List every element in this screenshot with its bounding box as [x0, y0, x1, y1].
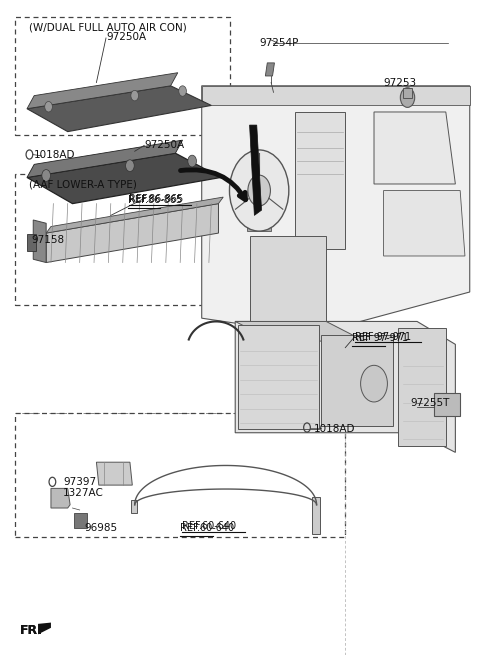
Bar — [434, 394, 460, 417]
Text: 97254P: 97254P — [259, 38, 299, 49]
Circle shape — [248, 175, 270, 206]
Text: 97253: 97253 — [384, 77, 417, 87]
Bar — [398, 328, 446, 446]
Circle shape — [360, 365, 387, 402]
Circle shape — [42, 170, 50, 181]
Polygon shape — [202, 86, 470, 106]
Circle shape — [188, 155, 196, 167]
Circle shape — [229, 150, 289, 231]
Text: 96985: 96985 — [84, 523, 118, 533]
Polygon shape — [27, 86, 211, 132]
Bar — [15, 174, 230, 305]
Bar — [322, 335, 393, 426]
Bar — [15, 17, 230, 135]
FancyArrowPatch shape — [180, 170, 245, 200]
Bar — [403, 88, 412, 98]
Text: REF 97-971: REF 97-971 — [355, 331, 411, 342]
Bar — [312, 497, 320, 534]
Text: 97250A: 97250A — [106, 31, 146, 42]
Bar — [15, 413, 345, 537]
Text: REF.60-640: REF.60-640 — [181, 522, 236, 531]
Text: 1018AD: 1018AD — [314, 424, 356, 434]
Bar — [250, 236, 326, 321]
Text: FR.: FR. — [20, 624, 43, 637]
Polygon shape — [27, 140, 182, 177]
Circle shape — [179, 86, 186, 96]
Polygon shape — [265, 63, 275, 76]
Polygon shape — [46, 197, 223, 233]
Text: 1327AC: 1327AC — [63, 488, 104, 498]
Circle shape — [45, 102, 52, 112]
Circle shape — [131, 91, 139, 101]
Text: 1018AD: 1018AD — [34, 150, 76, 159]
Polygon shape — [202, 86, 470, 335]
Polygon shape — [250, 125, 262, 215]
Bar — [132, 499, 137, 512]
Text: (W/DUAL FULL AUTO AIR CON): (W/DUAL FULL AUTO AIR CON) — [29, 22, 187, 32]
Bar — [247, 205, 271, 231]
Polygon shape — [46, 203, 218, 262]
Polygon shape — [374, 112, 456, 184]
Circle shape — [126, 160, 134, 172]
Bar — [27, 234, 36, 251]
Polygon shape — [384, 190, 465, 256]
Text: 97158: 97158 — [32, 235, 65, 245]
Polygon shape — [51, 488, 70, 508]
Polygon shape — [27, 154, 221, 203]
Text: 97250A: 97250A — [144, 140, 184, 150]
Text: FR.: FR. — [20, 624, 43, 637]
Circle shape — [400, 88, 415, 108]
Bar — [238, 325, 319, 430]
Text: 97255T: 97255T — [410, 398, 449, 408]
Polygon shape — [27, 73, 178, 109]
Polygon shape — [295, 112, 345, 249]
Text: REF.86-865: REF.86-865 — [128, 195, 182, 205]
Text: REF.86-865: REF.86-865 — [129, 194, 183, 204]
Polygon shape — [235, 321, 364, 341]
Polygon shape — [38, 623, 51, 634]
Text: REF 97-971: REF 97-971 — [352, 333, 408, 343]
Polygon shape — [96, 462, 132, 485]
Text: 97397: 97397 — [63, 477, 96, 487]
Bar — [74, 512, 87, 527]
Text: REF.60-640: REF.60-640 — [180, 523, 234, 533]
Text: (AAF LOWER-A TYPE): (AAF LOWER-A TYPE) — [29, 179, 137, 190]
FancyArrowPatch shape — [40, 622, 46, 628]
Polygon shape — [33, 220, 46, 262]
Polygon shape — [235, 321, 456, 453]
